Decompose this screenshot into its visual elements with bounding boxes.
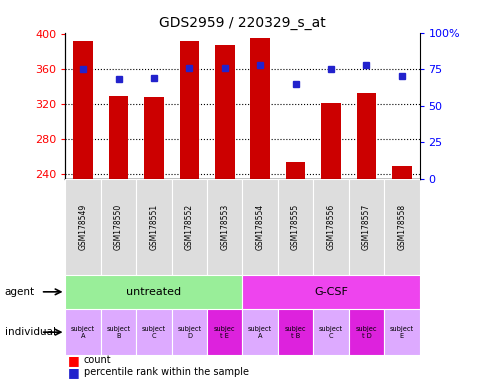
Text: subject
A: subject A [71, 326, 95, 339]
Text: GSM178556: GSM178556 [326, 204, 335, 250]
Text: subjec
t B: subjec t B [284, 326, 306, 339]
Text: subject
A: subject A [248, 326, 272, 339]
Bar [277, 309, 313, 355]
Text: agent: agent [5, 287, 35, 297]
Bar [171, 309, 207, 355]
Text: GSM178552: GSM178552 [184, 204, 194, 250]
Bar [136, 309, 171, 355]
Bar [277, 179, 313, 275]
Text: untreated: untreated [126, 287, 181, 297]
Bar [313, 179, 348, 275]
Text: GSM178549: GSM178549 [78, 204, 88, 250]
Bar [356, 93, 376, 179]
Text: subjec
t D: subjec t D [355, 326, 377, 339]
Bar [65, 275, 242, 309]
Bar [207, 179, 242, 275]
Bar [285, 162, 305, 179]
Bar [101, 309, 136, 355]
Text: G-CSF: G-CSF [314, 287, 347, 297]
Bar [348, 309, 383, 355]
Text: GSM178555: GSM178555 [290, 204, 300, 250]
Text: ■: ■ [68, 354, 79, 367]
Text: subject
E: subject E [389, 326, 413, 339]
Bar [73, 41, 93, 179]
Text: GSM178554: GSM178554 [255, 204, 264, 250]
Bar [242, 275, 419, 309]
Text: GSM178553: GSM178553 [220, 204, 229, 250]
Bar [65, 179, 101, 275]
Bar [214, 45, 234, 179]
Text: subject
B: subject B [106, 326, 130, 339]
Bar [171, 179, 207, 275]
Bar [383, 179, 419, 275]
Text: GSM178558: GSM178558 [396, 204, 406, 250]
Bar [108, 96, 128, 179]
Bar [101, 179, 136, 275]
Bar [242, 179, 277, 275]
Bar [320, 103, 340, 179]
Bar [242, 309, 277, 355]
Text: subjec
t E: subjec t E [213, 326, 235, 339]
Bar [391, 166, 411, 179]
Text: subject
C: subject C [318, 326, 342, 339]
Bar [250, 38, 270, 179]
Text: individual: individual [5, 327, 56, 337]
Text: GSM178557: GSM178557 [361, 204, 370, 250]
Text: subject
C: subject C [142, 326, 166, 339]
Text: subject
D: subject D [177, 326, 201, 339]
Text: percentile rank within the sample: percentile rank within the sample [84, 367, 248, 377]
Bar [207, 309, 242, 355]
Bar [65, 309, 101, 355]
Text: GSM178551: GSM178551 [149, 204, 158, 250]
Bar [136, 179, 171, 275]
Bar [179, 41, 199, 179]
Title: GDS2959 / 220329_s_at: GDS2959 / 220329_s_at [159, 16, 325, 30]
Bar [348, 179, 383, 275]
Bar [313, 309, 348, 355]
Text: ■: ■ [68, 366, 79, 379]
Text: GSM178550: GSM178550 [114, 204, 123, 250]
Bar [144, 97, 164, 179]
Text: count: count [84, 355, 111, 365]
Bar [383, 309, 419, 355]
